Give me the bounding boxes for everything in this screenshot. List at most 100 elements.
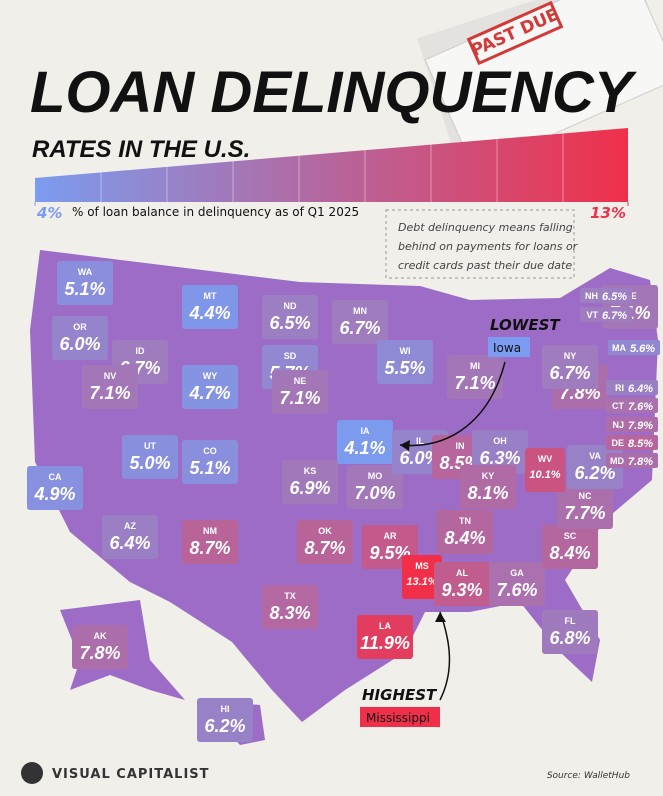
- state-value: 7.8%: [628, 456, 653, 468]
- state-abbr: AZ: [124, 521, 136, 531]
- subtitle: RATES IN THE U.S.: [32, 136, 250, 163]
- state-abbr: NJ: [612, 420, 624, 430]
- scale-dividers: [100, 132, 564, 202]
- state-tile: [460, 465, 516, 509]
- state-abbr: VT: [586, 310, 598, 320]
- state-value: 7.1%: [279, 388, 320, 408]
- state-abbr: SD: [284, 351, 297, 361]
- state-value: 6.2%: [204, 716, 245, 736]
- note-box: [385, 209, 575, 279]
- state-abbr: WI: [400, 346, 411, 356]
- color-scale: [35, 128, 628, 202]
- state-abbr: IA: [361, 426, 371, 436]
- state-value: 8.5%: [628, 438, 653, 450]
- state-tile: [489, 562, 545, 606]
- state-abbr: CT: [612, 401, 624, 411]
- state-tile: [402, 555, 442, 599]
- state-value: 7.7%: [564, 503, 605, 523]
- state-abbr: HI: [221, 704, 230, 714]
- state-abbr: NM: [203, 526, 217, 536]
- state-abbr: NC: [579, 491, 592, 501]
- brand: VISUAL CAPITALIST: [52, 767, 210, 782]
- state-value: 8.3%: [269, 603, 310, 623]
- state-value: 7.8%: [79, 643, 120, 663]
- state-abbr: MT: [204, 291, 217, 301]
- state-value: 10.1%: [529, 469, 560, 481]
- state-abbr: KS: [304, 466, 317, 476]
- state-abbr: NH: [585, 291, 598, 301]
- state-tile: [347, 465, 403, 509]
- state-abbr: IN: [456, 441, 465, 451]
- state-abbr: GA: [510, 568, 524, 578]
- state-abbr: SC: [564, 531, 577, 541]
- state-value: 6.2%: [574, 463, 615, 483]
- state-value: 6.7%: [549, 363, 590, 383]
- state-value: 7.9%: [628, 420, 653, 432]
- state-abbr: CA: [49, 472, 62, 482]
- state-abbr: NE: [294, 376, 307, 386]
- callout-box: [488, 337, 530, 357]
- state-tile: [606, 435, 658, 450]
- state-value: 4.7%: [188, 383, 230, 403]
- state-value: 8.7%: [304, 538, 345, 558]
- state-tile: [337, 420, 393, 464]
- state-value: 8.4%: [444, 528, 485, 548]
- state-abbr: VA: [589, 451, 601, 461]
- state-value: 4.9%: [33, 484, 75, 504]
- arrowhead: [400, 440, 410, 451]
- state-tile: [82, 365, 138, 409]
- note-line: credit cards past their due date: [398, 259, 572, 272]
- state-abbr: NV: [104, 371, 117, 381]
- callout-heading: LOWEST: [490, 316, 561, 334]
- state-abbr: MI: [470, 361, 480, 371]
- state-tile: [182, 365, 238, 409]
- lowest-callout: LOWEST Iowa: [399, 316, 561, 451]
- state-abbr: RI: [615, 383, 624, 393]
- state-value: 6.0%: [399, 448, 440, 468]
- state-tile: [606, 453, 658, 468]
- state-value: 7.6%: [496, 580, 537, 600]
- state-tile: [182, 440, 238, 484]
- note-line: behind on payments for loans or: [398, 240, 579, 253]
- state-abbr: MO: [368, 471, 383, 481]
- state-tile: [272, 370, 328, 414]
- note: Debt delinquency means falling behind on …: [398, 221, 579, 272]
- state-abbr: IL: [416, 436, 425, 446]
- state-tile: [542, 610, 598, 654]
- state-value: 6.5%: [269, 313, 310, 333]
- state-value: 7.6%: [628, 401, 653, 413]
- state-value: 6.3%: [479, 448, 520, 468]
- state-tile: [606, 398, 658, 413]
- state-value: 5.6%: [630, 343, 655, 355]
- state-abbr: TN: [459, 516, 471, 526]
- state-value: 7.1%: [89, 383, 130, 403]
- callout-box: [360, 707, 440, 727]
- note-line: Debt delinquency means falling: [398, 221, 573, 234]
- state-tile: [72, 625, 128, 669]
- state-tile: [580, 288, 632, 303]
- state-tile: [297, 520, 353, 564]
- state-abbr: FL: [565, 616, 576, 626]
- state-tile: [557, 485, 613, 529]
- state-tile: [606, 380, 658, 395]
- state-value: 4.1%: [343, 438, 385, 458]
- state-tile: [332, 300, 388, 344]
- state-value: 5.0%: [129, 453, 170, 473]
- state-abbr: MN: [353, 306, 367, 316]
- state-tile: [447, 355, 503, 399]
- state-value: 7.0%: [354, 483, 395, 503]
- state-value: 11.9%: [360, 633, 410, 653]
- state-value: 9.3%: [441, 580, 482, 600]
- state-value: 6.7%: [602, 310, 627, 322]
- state-value: 5.1%: [189, 458, 230, 478]
- state-abbr: ID: [136, 346, 146, 356]
- state-tile: [542, 525, 598, 569]
- state-value: 9.5%: [369, 543, 410, 563]
- title: LOAN DELINQUENCY: [30, 60, 638, 125]
- state-abbr: WA: [78, 267, 93, 277]
- state-tile: [525, 448, 565, 492]
- state-value: 8.1%: [467, 483, 508, 503]
- callout-state: Mississippi: [366, 711, 430, 725]
- callout-state: Iowa: [493, 341, 521, 355]
